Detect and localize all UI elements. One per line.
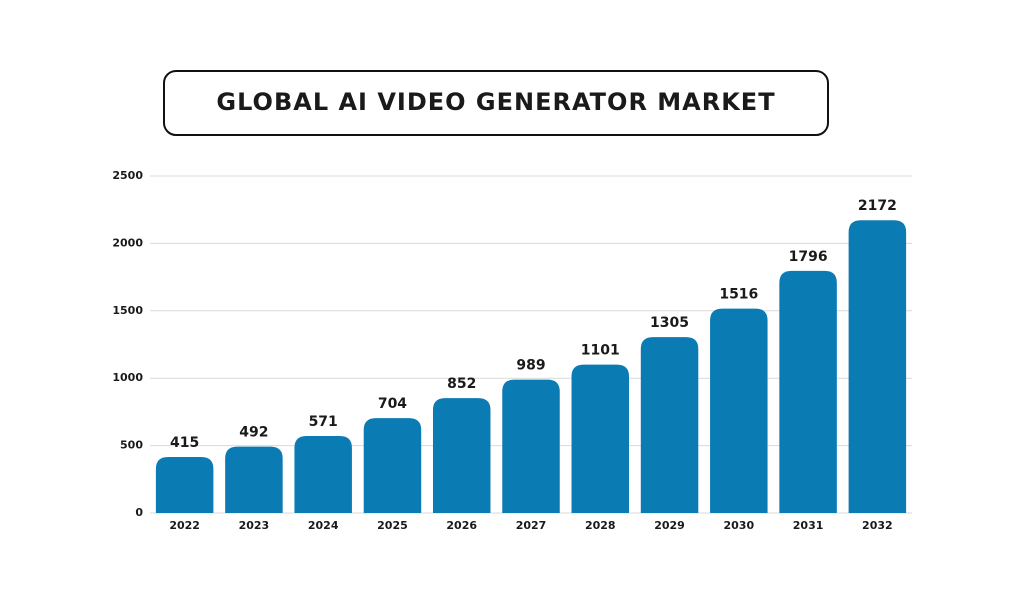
x-tick-label: 2027 [516,519,547,532]
bar [294,436,352,513]
bar [571,364,630,513]
y-tick-label: 1500 [112,304,143,317]
y-tick-label: 0 [135,506,143,519]
value-label: 852 [447,376,476,392]
y-tick-label: 500 [120,439,143,452]
bar [225,446,283,513]
value-label: 704 [378,396,407,412]
bar [710,308,768,513]
value-label: 1516 [719,287,758,303]
bar [363,418,422,513]
value-label: 1796 [789,249,828,265]
bar [155,457,214,513]
bar [848,220,907,513]
x-tick-label: 2030 [724,519,755,532]
y-tick-label: 2500 [112,169,143,182]
chart-title: GLOBAL AI VIDEO GENERATOR MARKET [216,88,775,116]
x-tick-label: 2029 [654,519,685,532]
x-tick-label: 2022 [169,519,200,532]
y-tick-label: 2000 [112,236,143,249]
x-tick-label: 2031 [793,519,824,532]
bar [502,379,560,513]
x-tick-label: 2028 [585,519,616,532]
bar [432,398,491,513]
x-tick-label: 2026 [446,519,477,532]
x-tick-label: 2023 [239,519,270,532]
value-label: 2172 [858,198,897,214]
x-tick-label: 2032 [862,519,893,532]
y-tick-label: 1000 [112,371,143,384]
value-label: 1101 [581,343,620,359]
value-label: 492 [239,425,268,441]
bar [779,270,837,513]
value-label: 989 [516,358,545,374]
value-label: 1305 [650,315,689,331]
x-tick-label: 2025 [377,519,408,532]
value-label: 571 [309,414,338,430]
x-tick-label: 2024 [308,519,339,532]
title-box [163,70,829,136]
bar [640,337,699,513]
value-label: 415 [170,435,199,451]
